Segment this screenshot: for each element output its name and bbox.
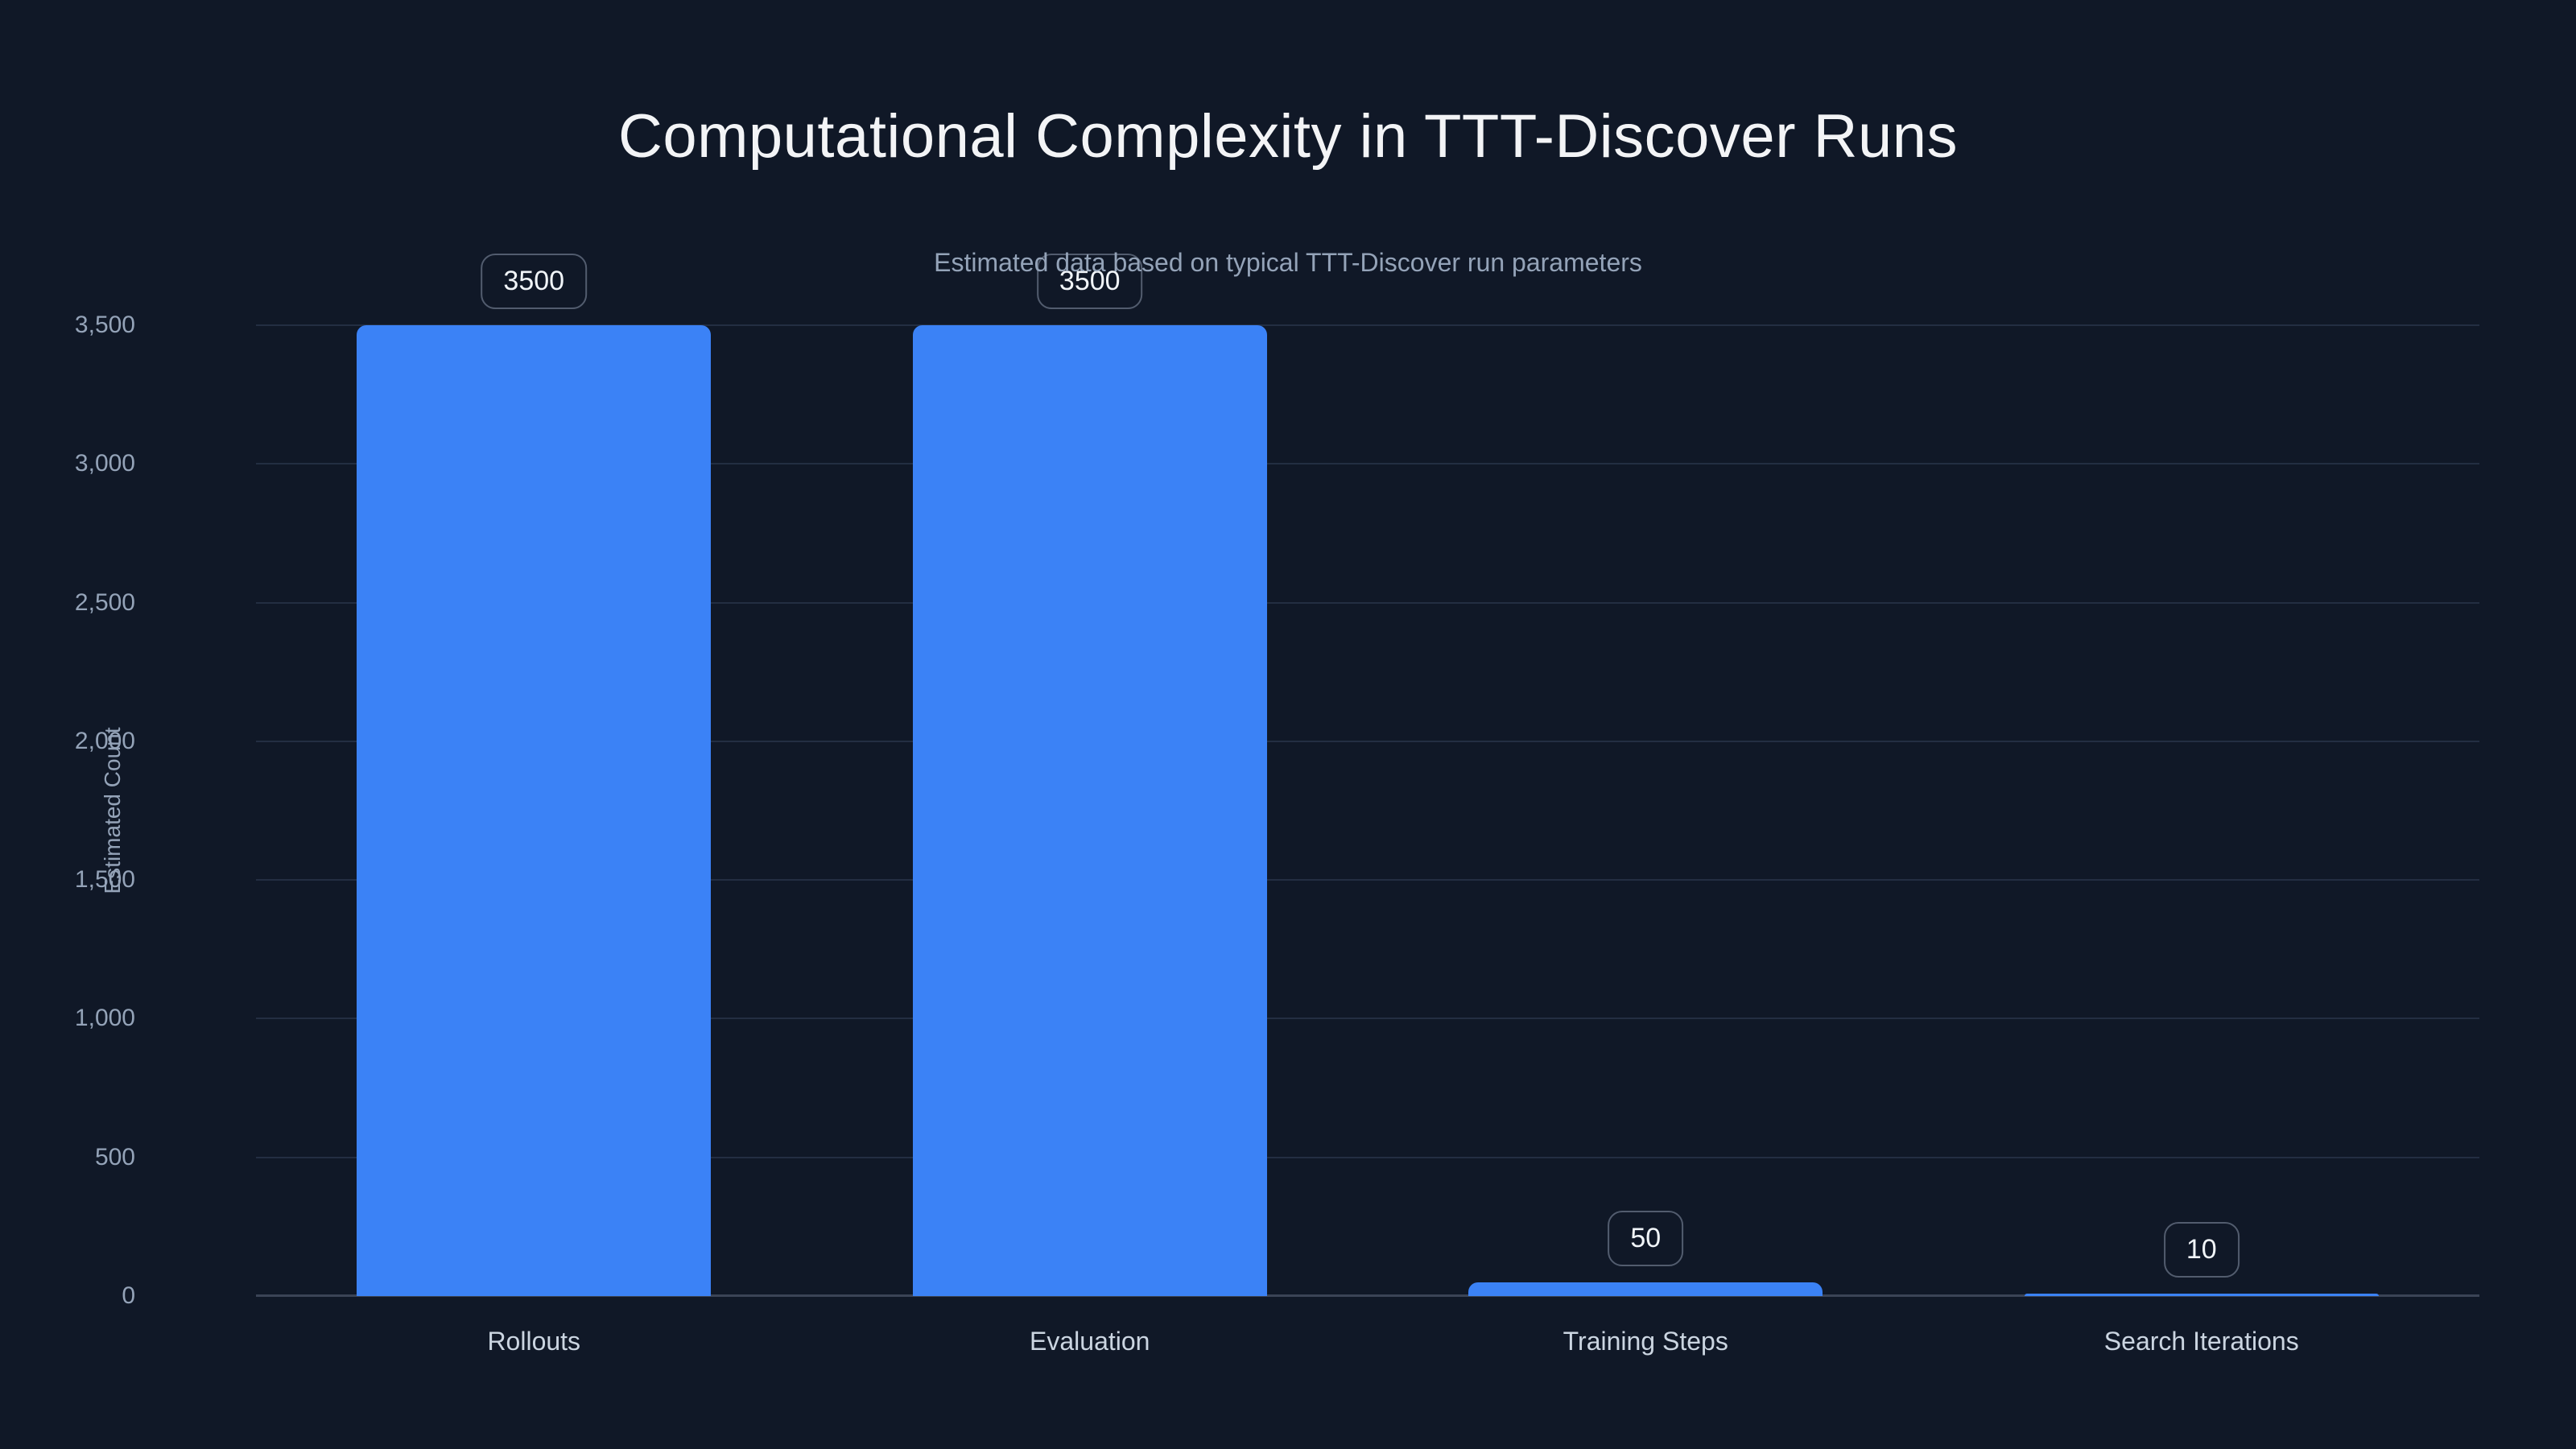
gridline xyxy=(256,1018,2479,1020)
y-tick-label: 3,500 xyxy=(74,312,135,338)
gridline xyxy=(256,463,2479,465)
gridline xyxy=(256,1156,2479,1158)
bar-evaluation[interactable] xyxy=(912,325,1267,1296)
plot-area: 0 500 1,000 1,500 2,000 2,500 3,000 3,500 3500 Ro… xyxy=(75,254,2479,1356)
y-tick-label: 0 xyxy=(122,1282,135,1309)
y-tick-label: 1,000 xyxy=(74,1005,135,1032)
y-tick-label: 1,500 xyxy=(74,866,135,894)
gridline xyxy=(256,324,2479,326)
x-axis-label-search-iterations: Search Iterations xyxy=(2103,1327,2299,1356)
y-tick-label: 500 xyxy=(94,1143,135,1170)
chart-title: Computational Complexity in TTT-Discover… xyxy=(617,102,1959,171)
y-tick-label: 2,000 xyxy=(74,727,135,754)
gridline xyxy=(256,740,2479,742)
gridline xyxy=(256,601,2479,604)
value-badge-rollouts: 3500 xyxy=(481,254,588,309)
y-tick-label: 2,500 xyxy=(74,588,135,616)
x-axis-label-evaluation: Evaluation xyxy=(1030,1327,1150,1356)
bar-search-iterations[interactable] xyxy=(2024,1293,2379,1296)
chart-subtitle: Estimated data based on typical TTT-Disc… xyxy=(934,248,1642,277)
value-badge-training-steps: 50 xyxy=(1608,1210,1684,1266)
value-badge-search-iterations: 10 xyxy=(2163,1221,2240,1278)
gridline xyxy=(256,879,2479,881)
value-badge-evaluation: 3500 xyxy=(1036,254,1143,309)
bar-training-steps[interactable] xyxy=(1468,1282,1823,1296)
bar-rollouts[interactable] xyxy=(357,325,712,1296)
y-tick-label: 3,000 xyxy=(74,450,135,477)
x-axis-line xyxy=(256,1294,2479,1297)
y-axis-title: Estimated Count xyxy=(100,727,125,894)
x-axis-label-rollouts: Rollouts xyxy=(487,1327,581,1356)
x-axis-label-training-steps: Training Steps xyxy=(1563,1327,1728,1356)
